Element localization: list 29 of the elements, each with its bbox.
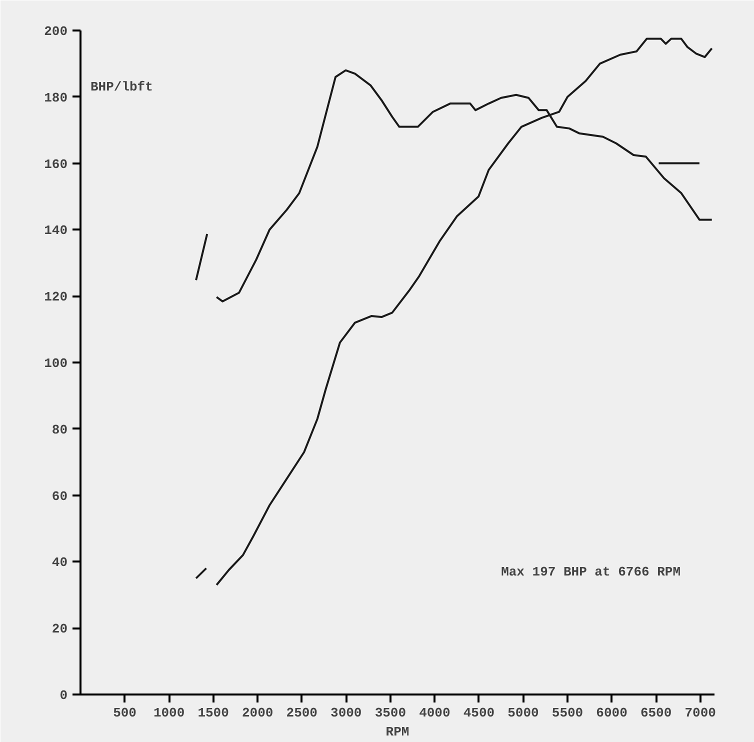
y-tick-label: 40 <box>52 555 68 570</box>
x-tick-label: 6000 <box>596 706 628 720</box>
y-tick-label: 0 <box>60 688 68 703</box>
y-tick-label: 80 <box>52 422 68 438</box>
y-tick-label: 180 <box>44 90 68 106</box>
x-tick-label: 4000 <box>419 706 450 720</box>
x-tick-label: 5500 <box>552 706 584 720</box>
annotation: Max 197 BHP at 6766 RPM <box>501 564 681 580</box>
x-tick-label: 500 <box>113 706 137 720</box>
x-axis-title: RPM <box>386 724 410 740</box>
x-tick-label: 7000 <box>684 706 716 720</box>
line-series <box>216 38 713 586</box>
y-tick-label: 200 <box>44 24 68 39</box>
y-tick-label: 100 <box>44 356 68 371</box>
y-tick-label: 140 <box>44 223 68 238</box>
x-tick-label: 1500 <box>198 706 230 720</box>
x-tick-label: 1000 <box>153 706 185 720</box>
y-tick-label: 160 <box>44 156 68 172</box>
x-tick-label: 4500 <box>463 706 495 720</box>
x-tick-label: 6500 <box>640 706 672 720</box>
y-tick-label: 60 <box>52 488 68 504</box>
x-tick-label: 3500 <box>374 706 406 720</box>
y-tick-label: 20 <box>52 622 68 637</box>
y-axis-title: BHP/lbft <box>90 80 153 94</box>
x-tick-label: 2500 <box>286 706 318 720</box>
x-tick-label: 3000 <box>330 706 362 720</box>
x-tick-label: 2000 <box>242 706 274 720</box>
y-tick-label: 120 <box>44 290 68 305</box>
x-tick-label: 5000 <box>508 706 540 720</box>
